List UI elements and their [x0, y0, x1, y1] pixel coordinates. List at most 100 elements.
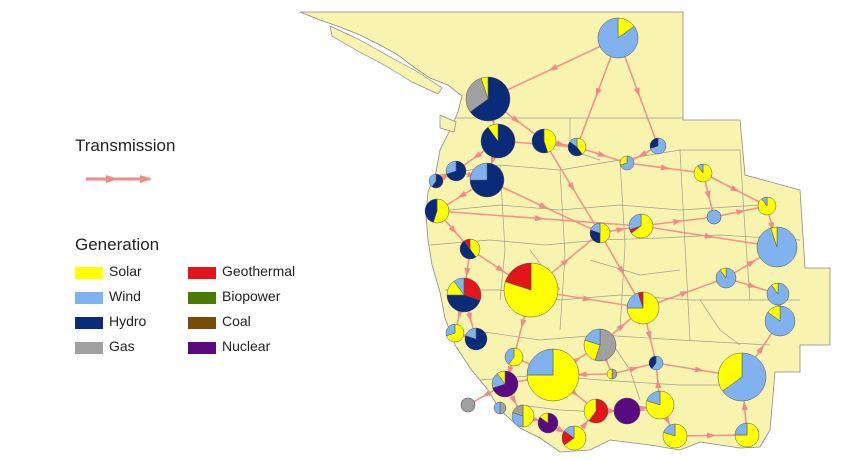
pie-slice-nuclear — [492, 370, 519, 398]
legend-swatch-hydro — [75, 317, 103, 329]
generation-pie — [597, 17, 639, 59]
transmission-arrow — [520, 318, 527, 329]
transmission-arrow — [482, 389, 492, 397]
generation-pie — [613, 397, 641, 425]
pie-slice-wind — [563, 425, 575, 439]
pie-slice-hydro — [469, 76, 511, 122]
transmission-arrow — [556, 140, 566, 147]
transmission-arrow — [457, 190, 467, 199]
generation-pie — [606, 368, 618, 380]
pie-slice-hydro — [424, 198, 438, 223]
legend-swatch-coal — [188, 317, 216, 329]
transmission-arrow — [464, 267, 471, 277]
pie-slice-wind — [628, 213, 642, 231]
legend-swatch-geothermal — [188, 267, 216, 279]
transmission-arrow — [582, 295, 592, 302]
transmission-arrow — [511, 115, 520, 123]
generation-pie — [645, 390, 675, 420]
pie-slice-wind — [504, 347, 515, 365]
generation-pie — [706, 209, 722, 225]
transmission-arrow — [607, 408, 617, 414]
legend-transmission-title: Transmission — [75, 136, 176, 155]
legend-swatch-wind — [75, 292, 103, 304]
region-border — [429, 204, 761, 213]
coastal-island — [439, 114, 457, 133]
transmission-arrow — [746, 259, 756, 268]
generation-pie — [531, 128, 557, 154]
transmission-arrow — [448, 225, 457, 234]
region-border — [679, 149, 691, 341]
pie-slice-geothermal — [463, 238, 471, 250]
pie-slice-wind — [697, 163, 704, 174]
transmission-arrow — [673, 219, 683, 225]
transmission-arrow — [534, 215, 544, 222]
transmission-arrow — [660, 164, 670, 171]
legend-label-hydro: Hydro — [109, 313, 147, 329]
region-border — [499, 164, 506, 301]
pie-slice-solar — [626, 291, 660, 325]
transmission-arrow — [556, 425, 566, 433]
transmission-arrow — [629, 366, 639, 373]
legend-label-nuclear: Nuclear — [222, 338, 271, 354]
transmission-arrow — [509, 395, 517, 405]
pie-slice-gas — [465, 77, 489, 113]
transmission-arrow — [694, 366, 704, 373]
generation-pie — [764, 305, 796, 337]
generation-pie — [561, 425, 587, 451]
transmission-arrow — [567, 182, 575, 192]
pie-slice-gas — [594, 328, 617, 362]
generation-pie — [503, 262, 559, 318]
pie-slice-solar — [469, 238, 481, 258]
generation-pie — [766, 282, 790, 306]
generation-pie — [459, 238, 481, 260]
pie-slice-wind — [663, 423, 676, 437]
pie-slice-solar — [497, 370, 506, 385]
coastal-island — [329, 25, 443, 95]
pie-slice-wind — [761, 196, 768, 207]
generation-pie — [757, 196, 777, 216]
transmission-arrow-icon — [86, 175, 152, 183]
legend-generation-title: Generation — [75, 235, 160, 254]
region-border — [619, 159, 626, 331]
pie-slice-wind — [453, 277, 465, 296]
pie-slice-geothermal — [505, 262, 532, 291]
pie-slice-wind — [526, 348, 554, 376]
generation-pie — [511, 404, 535, 428]
transmission-arrow — [580, 420, 589, 430]
pie-slice-wind — [493, 401, 501, 415]
pie-slice-solar — [543, 128, 557, 153]
transmission-arrow — [704, 190, 711, 200]
transmission-arrow — [577, 371, 587, 378]
generation-pie — [628, 213, 654, 239]
generation-pie — [424, 198, 450, 224]
pie-slice-nuclear — [613, 397, 641, 425]
generation-pie — [717, 352, 767, 402]
generation-pie — [626, 291, 660, 325]
pie-slice-solar — [719, 267, 727, 279]
generation-pie — [446, 277, 482, 313]
pie-slice-wind — [465, 327, 477, 340]
pie-slice-solar — [734, 422, 760, 448]
legend-label-wind: Wind — [109, 288, 141, 304]
legend-swatch-biopower — [188, 292, 216, 304]
pie-slice-solar — [487, 123, 499, 142]
generation-pie — [648, 355, 664, 371]
generation-pie — [464, 327, 488, 351]
pie-slice-solar — [771, 282, 779, 295]
pie-slice-hydro — [431, 173, 444, 189]
pie-slice-gas — [512, 404, 524, 417]
generation-pie — [480, 123, 516, 159]
region-borders — [429, 117, 801, 413]
generation-pie — [734, 422, 760, 448]
region-border — [699, 299, 741, 346]
pie-slice-wind — [428, 173, 437, 188]
transmission-arrow — [730, 185, 740, 192]
pie-slice-hydro — [648, 355, 657, 370]
pie-slice-solar — [717, 352, 743, 392]
generation-pie — [445, 323, 465, 343]
generation-pie — [589, 222, 611, 244]
pie-slice-solar — [583, 398, 597, 422]
pie-slice-wind — [646, 390, 661, 406]
transmission-arrow — [679, 291, 690, 298]
legend-label-coal: Coal — [222, 313, 251, 329]
